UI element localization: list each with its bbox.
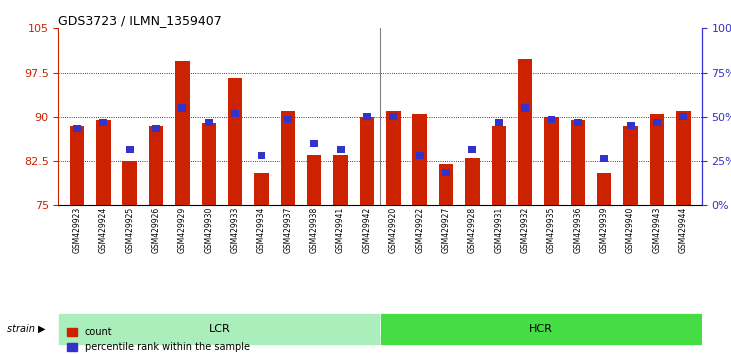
Bar <box>73 125 81 132</box>
Bar <box>126 146 134 153</box>
Bar <box>571 120 585 205</box>
Bar <box>281 111 295 205</box>
Bar <box>336 146 344 153</box>
Bar <box>548 116 556 123</box>
Text: HCR: HCR <box>529 324 553 334</box>
Bar <box>149 126 163 205</box>
FancyBboxPatch shape <box>58 313 380 345</box>
Bar <box>574 119 582 126</box>
Bar <box>360 117 374 205</box>
Bar <box>469 146 477 153</box>
Text: GDS3723 / ILMN_1359407: GDS3723 / ILMN_1359407 <box>58 14 222 27</box>
Bar <box>175 61 189 205</box>
Bar <box>310 140 318 147</box>
Bar <box>390 113 397 120</box>
Bar <box>363 113 371 120</box>
Bar <box>99 119 107 126</box>
Bar <box>257 152 265 159</box>
Bar <box>518 59 532 205</box>
Bar <box>412 114 427 205</box>
Bar <box>152 125 160 132</box>
Bar <box>442 169 450 176</box>
FancyBboxPatch shape <box>380 313 702 345</box>
Bar <box>679 113 687 120</box>
Bar <box>624 126 638 205</box>
Bar <box>202 123 216 205</box>
Bar <box>491 126 506 205</box>
Bar <box>122 161 137 205</box>
Text: strain ▶: strain ▶ <box>7 324 46 334</box>
Bar <box>465 158 480 205</box>
Bar <box>676 111 691 205</box>
Bar <box>205 119 213 126</box>
Bar <box>178 104 186 112</box>
Bar <box>228 79 243 205</box>
Bar <box>254 173 269 205</box>
Bar <box>69 126 84 205</box>
Text: LCR: LCR <box>208 324 230 334</box>
Bar <box>307 155 322 205</box>
Bar <box>650 114 664 205</box>
Bar <box>231 110 239 118</box>
Bar <box>439 164 453 205</box>
Bar <box>626 122 635 129</box>
Bar <box>521 104 529 112</box>
Bar <box>333 155 348 205</box>
Bar <box>416 152 424 159</box>
Bar <box>545 117 558 205</box>
Bar <box>600 155 608 162</box>
Bar <box>386 111 401 205</box>
Bar <box>284 116 292 123</box>
Bar <box>653 119 661 126</box>
Bar <box>495 119 503 126</box>
Bar <box>597 173 611 205</box>
Legend: count, percentile rank within the sample: count, percentile rank within the sample <box>64 324 254 354</box>
Bar <box>96 120 110 205</box>
